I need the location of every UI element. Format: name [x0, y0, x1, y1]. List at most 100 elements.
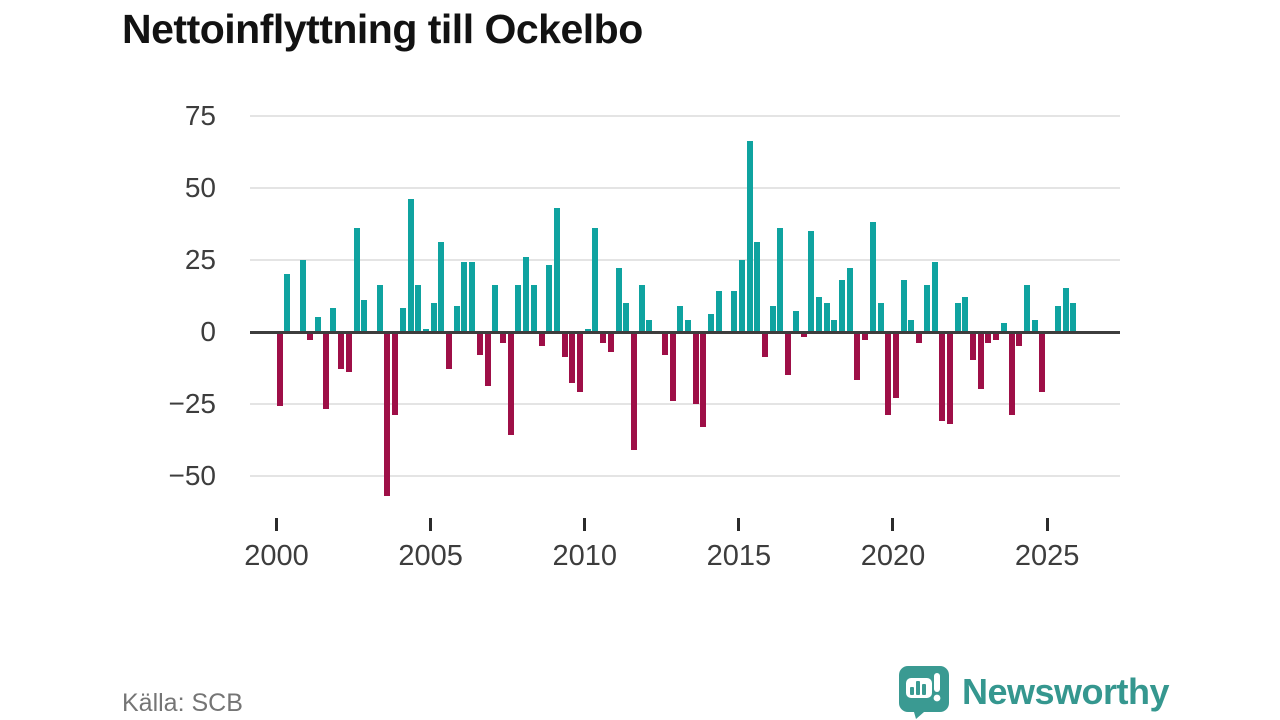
bar-2021-Q2	[931, 262, 938, 332]
bar-2019-Q4	[885, 331, 892, 416]
mini-bar-3	[922, 684, 926, 695]
x-axis-tick-2005	[429, 518, 433, 531]
bar-2005-Q1	[430, 302, 437, 332]
bar-2001-Q2	[315, 317, 322, 332]
gridline-y-25	[250, 258, 1120, 261]
bar-2023-Q1	[985, 331, 992, 344]
x-axis-tick-2010	[583, 518, 587, 531]
source-note: Källa: SCB	[122, 689, 243, 717]
bar-2001-Q1	[307, 331, 314, 341]
bar-2012-Q3	[661, 331, 668, 355]
bar-2019-Q3	[877, 302, 884, 332]
bar-2025-Q3	[1062, 288, 1069, 332]
bar-2017-Q3	[815, 296, 822, 332]
bar-2013-Q3	[692, 331, 699, 404]
bar-2016-Q1	[769, 305, 776, 332]
bar-2007-Q3	[507, 331, 514, 436]
y-axis-label--50: −50	[168, 459, 217, 491]
bar-2022-Q4	[977, 331, 984, 390]
bar-2023-Q4	[1008, 331, 1015, 416]
bar-2016-Q2	[777, 227, 784, 332]
bar-2023-Q3	[1000, 322, 1007, 332]
bar-2017-Q1	[800, 331, 807, 338]
bar-2008-Q4	[546, 265, 553, 332]
x-axis-label-2010: 2010	[552, 540, 617, 572]
bar-2013-Q1	[677, 305, 684, 332]
bar-2021-Q1	[923, 285, 930, 332]
bar-2010-Q1	[584, 328, 591, 332]
bar-2006-Q4	[484, 331, 491, 387]
x-axis-label-2025: 2025	[1014, 540, 1080, 572]
bar-2011-Q4	[638, 285, 645, 332]
bar-2009-Q4	[577, 331, 584, 392]
x-axis-tick-2000	[275, 518, 278, 531]
bar-2005-Q3	[446, 331, 453, 369]
bar-2015-Q1	[738, 259, 745, 332]
bar-2003-Q2	[376, 285, 383, 332]
bar-2015-Q2	[746, 141, 753, 332]
gridline-y--50	[250, 474, 1120, 477]
bar-2008-Q2	[530, 285, 537, 332]
exclamation-stem	[934, 673, 940, 692]
bar-2020-Q4	[916, 331, 923, 344]
x-axis-label-2005: 2005	[398, 540, 463, 572]
bar-2004-Q4	[422, 328, 429, 332]
bar-2011-Q3	[630, 331, 637, 450]
bar-2004-Q2	[407, 199, 414, 332]
bar-2024-Q1	[1016, 331, 1023, 346]
bar-2014-Q4	[731, 291, 738, 332]
brand-logo: Newsworthy	[898, 664, 1170, 720]
bar-2011-Q1	[615, 268, 622, 332]
bar-2008-Q3	[538, 331, 545, 346]
y-axis-label-0: 0	[200, 315, 216, 347]
y-axis-label-50: 50	[184, 171, 216, 203]
bar-2017-Q2	[808, 230, 815, 332]
bar-2001-Q3	[322, 331, 329, 410]
exclamation-dot	[933, 694, 941, 702]
bar-2016-Q4	[792, 311, 799, 332]
bar-2009-Q3	[569, 331, 576, 384]
bar-2004-Q1	[399, 308, 406, 332]
bar-2007-Q2	[499, 331, 506, 344]
y-axis-label-75: 75	[184, 99, 216, 131]
bar-2010-Q2	[592, 227, 599, 332]
bar-2018-Q3	[846, 268, 853, 332]
bar-2006-Q3	[476, 331, 483, 355]
bar-2007-Q1	[492, 285, 499, 332]
bar-2024-Q3	[1031, 319, 1038, 332]
y-axis-label--25: −25	[168, 387, 217, 419]
bar-2006-Q1	[461, 262, 468, 332]
bar-2022-Q2	[962, 296, 969, 332]
bar-2013-Q2	[684, 319, 691, 332]
bar-2025-Q4	[1070, 302, 1077, 332]
bar-2018-Q2	[839, 279, 846, 332]
bar-2007-Q4	[515, 285, 522, 332]
bar-2009-Q2	[561, 331, 568, 358]
bar-2012-Q4	[669, 331, 676, 401]
bar-2003-Q4	[392, 331, 399, 416]
bar-2011-Q2	[623, 302, 630, 332]
bar-2015-Q4	[761, 331, 768, 358]
bar-2021-Q4	[946, 331, 953, 424]
x-axis-label-2000: 2000	[244, 540, 309, 572]
bar-2000-Q2	[284, 273, 291, 332]
x-axis-tick-2020	[891, 518, 895, 531]
bar-2005-Q4	[453, 305, 460, 332]
bar-2009-Q1	[553, 207, 560, 332]
bar-2025-Q2	[1054, 305, 1061, 332]
bar-2002-Q4	[361, 299, 368, 332]
bar-2014-Q2	[715, 291, 722, 332]
gridline-y-75	[250, 114, 1120, 117]
bar-2021-Q3	[939, 331, 946, 421]
bar-2016-Q3	[785, 331, 792, 375]
bar-2002-Q1	[338, 331, 345, 369]
bar-2002-Q2	[345, 331, 352, 372]
newsworthy-bubble-icon	[899, 666, 949, 719]
mini-bar-1	[910, 687, 914, 695]
bar-2019-Q2	[869, 222, 876, 332]
bar-2019-Q1	[862, 331, 869, 341]
bar-2000-Q4	[299, 259, 306, 332]
bar-2012-Q1	[646, 319, 653, 332]
bar-2017-Q4	[823, 302, 830, 332]
